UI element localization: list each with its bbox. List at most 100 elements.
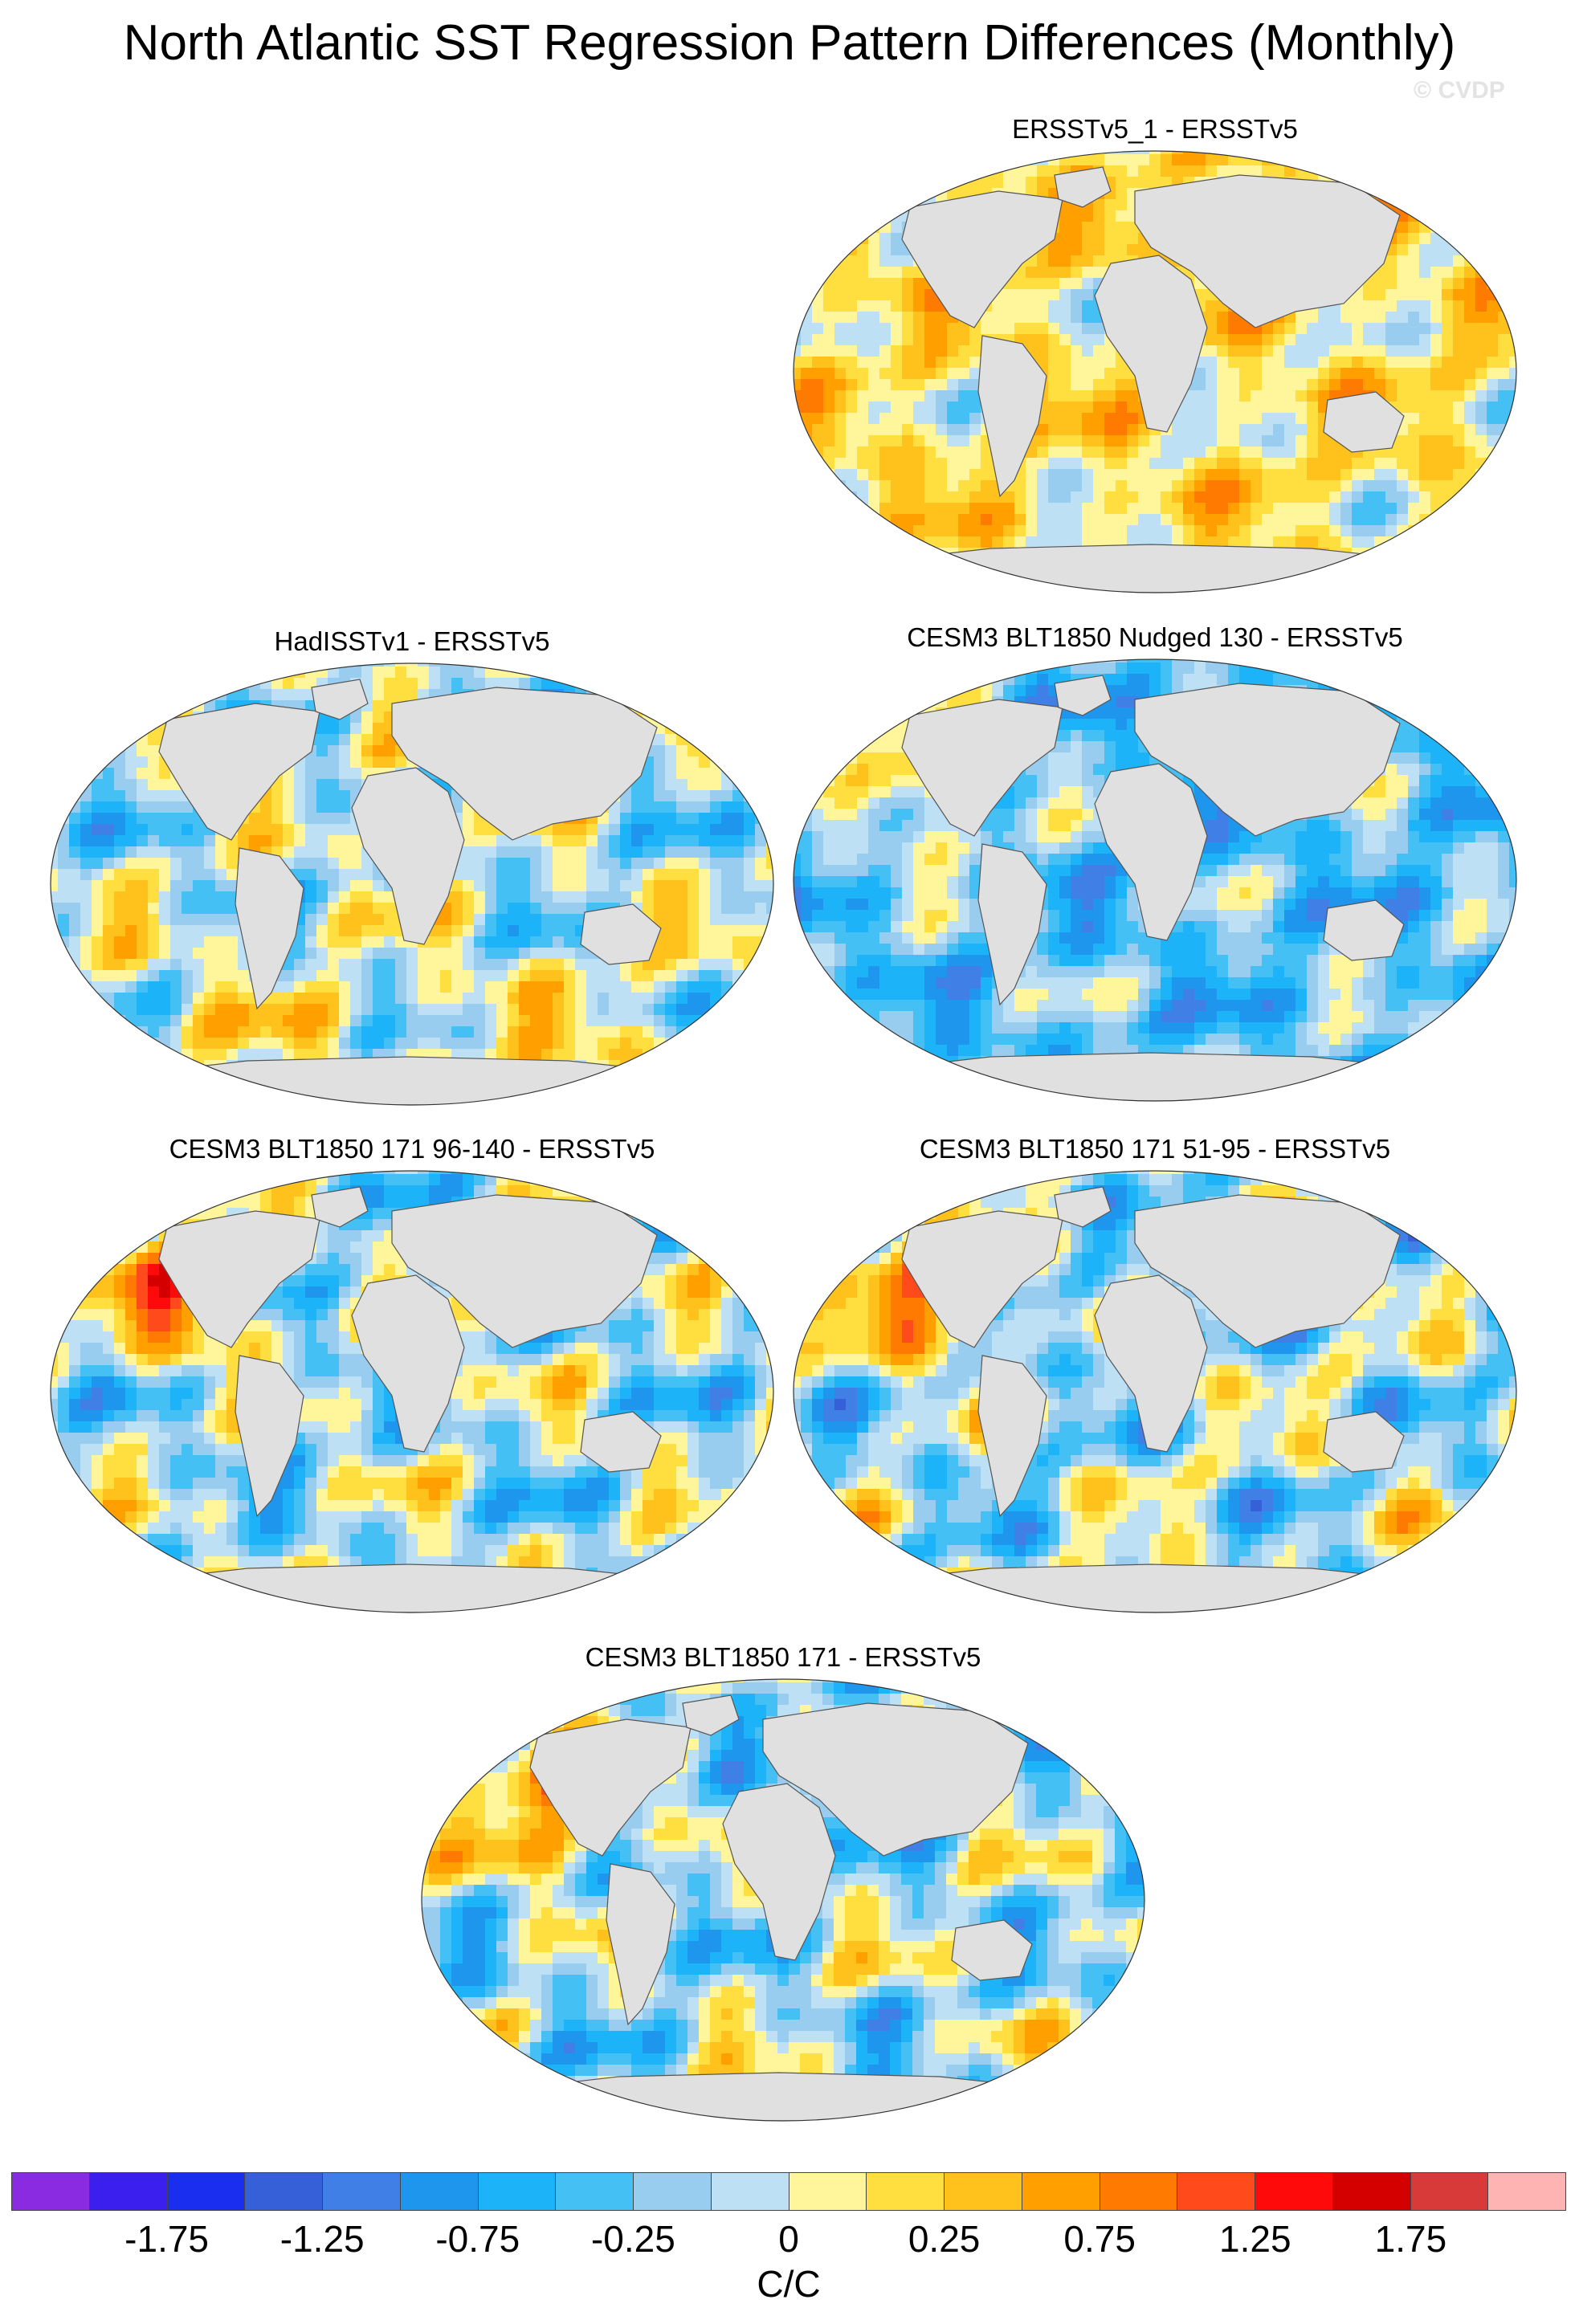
landmass [311, 679, 369, 720]
colorbar-tick-label: 0.75 [1063, 2218, 1136, 2260]
colorbar-tick-label: -0.25 [590, 2218, 675, 2260]
landmass [901, 699, 1063, 837]
map-border [421, 1678, 1145, 2122]
colorbar-tick-label: -1.75 [124, 2218, 210, 2260]
world-map [50, 663, 774, 1106]
map-border [50, 663, 774, 1106]
landmass [158, 703, 320, 841]
landmass [606, 1863, 675, 2026]
sst-field [51, 1171, 773, 1613]
colorbar-swatch [945, 2173, 1022, 2210]
colorbar-tick-label: -1.25 [279, 2218, 365, 2260]
colorbar-swatch [478, 2173, 557, 2210]
panel-title: CESM3 BLT1850 171 - ERSSTv5 [585, 1642, 981, 1672]
colorbar-swatch [245, 2173, 323, 2210]
landmass [977, 1355, 1047, 1518]
map-panel: CESM3 BLT1850 Nudged 130 - ERSSTv5 [790, 622, 1520, 1104]
landmass [351, 1274, 465, 1453]
figure-title: North Atlantic SST Regression Pattern Di… [123, 15, 1456, 71]
landmass [977, 843, 1047, 1006]
colorbar-tick-label: 1.75 [1374, 2218, 1447, 2260]
colorbar-swatch [1332, 2173, 1411, 2210]
landmass [311, 1186, 369, 1228]
colorbar-swatch [634, 2173, 712, 2210]
map-panel: ERSSTv5_1 - ERSSTv5 [790, 114, 1520, 596]
colorbar: -1.75 -1.25 -0.75 -0.25 0 0.25 0.75 1.25 1.75 C/… [11, 2172, 1566, 2305]
landmass [1054, 166, 1112, 208]
colorbar-swatch [323, 2173, 401, 2210]
colorbar-swatch [400, 2173, 479, 2210]
panel-title: CESM3 BLT1850 Nudged 130 - ERSSTv5 [907, 622, 1403, 652]
panel-title: ERSSTv5_1 - ERSSTv5 [1012, 114, 1298, 144]
landmass [901, 1210, 1063, 1348]
landmass [1323, 899, 1405, 961]
landmass [884, 544, 1426, 593]
colorbar-swatches [11, 2172, 1566, 2211]
map-panel: CESM3 BLT1850 171 96-140 - ERSSTv5 [47, 1134, 777, 1616]
landmass [682, 1694, 740, 1736]
landmass [884, 1564, 1426, 1613]
world-map [421, 1678, 1145, 2122]
colorbar-swatch [167, 2173, 246, 2210]
map-panel: CESM3 BLT1850 171 51-95 - ERSSTv5 [790, 1134, 1520, 1616]
landmass [235, 847, 304, 1010]
map-panel: CESM3 BLT1850 171 - ERSSTv5 [418, 1642, 1149, 2124]
colorbar-swatch [556, 2173, 634, 2210]
landmass [977, 335, 1047, 498]
sst-field [794, 1171, 1516, 1613]
colorbar-units: C/C [757, 2263, 821, 2305]
map-panel: HadISSTv1 - ERSSTv5 [47, 626, 777, 1108]
colorbar-swatch [1255, 2173, 1333, 2210]
landmass [1094, 1274, 1208, 1453]
landmass [580, 1411, 662, 1473]
landmass [141, 1056, 683, 1105]
sst-field [422, 1679, 1144, 2121]
landmass [1054, 1186, 1112, 1228]
world-map [793, 150, 1517, 593]
colorbar-tick-label: 1.25 [1219, 2218, 1291, 2260]
colorbar-swatch [1177, 2173, 1255, 2210]
sst-field [794, 659, 1516, 1101]
colorbar-swatch [1100, 2173, 1178, 2210]
watermark: © CVDP [1414, 77, 1505, 104]
colorbar-swatch [867, 2173, 945, 2210]
landmass [235, 1355, 304, 1518]
colorbar-swatch [711, 2173, 790, 2210]
world-map [793, 658, 1517, 1102]
landmass [901, 190, 1063, 328]
world-map [793, 1170, 1517, 1613]
colorbar-swatch [789, 2173, 867, 2210]
colorbar-tick-label: -0.75 [435, 2218, 520, 2260]
landmass [722, 1783, 836, 1961]
landmass [884, 1052, 1426, 1101]
landmass [580, 903, 662, 965]
colorbar-swatch [1488, 2173, 1565, 2210]
colorbar-swatch [12, 2173, 90, 2210]
map-border [793, 1170, 1517, 1613]
map-border [793, 658, 1517, 1102]
landmass [951, 1919, 1033, 1981]
landmass [1054, 675, 1112, 716]
landmass [1323, 391, 1405, 453]
landmass [351, 767, 465, 945]
sst-field [794, 151, 1516, 593]
panel-title: HadISSTv1 - ERSSTv5 [274, 626, 550, 656]
landmass [141, 1564, 683, 1613]
sst-field [51, 663, 773, 1105]
colorbar-tick-label: 0 [778, 2218, 799, 2260]
map-border [793, 150, 1517, 593]
panel-title: CESM3 BLT1850 171 51-95 - ERSSTv5 [919, 1134, 1391, 1164]
landmass [529, 1719, 692, 1857]
landmass [1094, 255, 1208, 433]
map-border [50, 1170, 774, 1613]
landmass [1094, 763, 1208, 941]
landmass [1323, 1411, 1405, 1473]
panel-title: CESM3 BLT1850 171 96-140 - ERSSTv5 [169, 1134, 655, 1164]
colorbar-swatch [1022, 2173, 1100, 2210]
colorbar-swatch [1410, 2173, 1489, 2210]
landmass [158, 1210, 320, 1348]
world-map [50, 1170, 774, 1613]
colorbar-tick-label: 0.25 [908, 2218, 981, 2260]
colorbar-swatch [89, 2173, 168, 2210]
landmass [512, 2072, 1054, 2121]
